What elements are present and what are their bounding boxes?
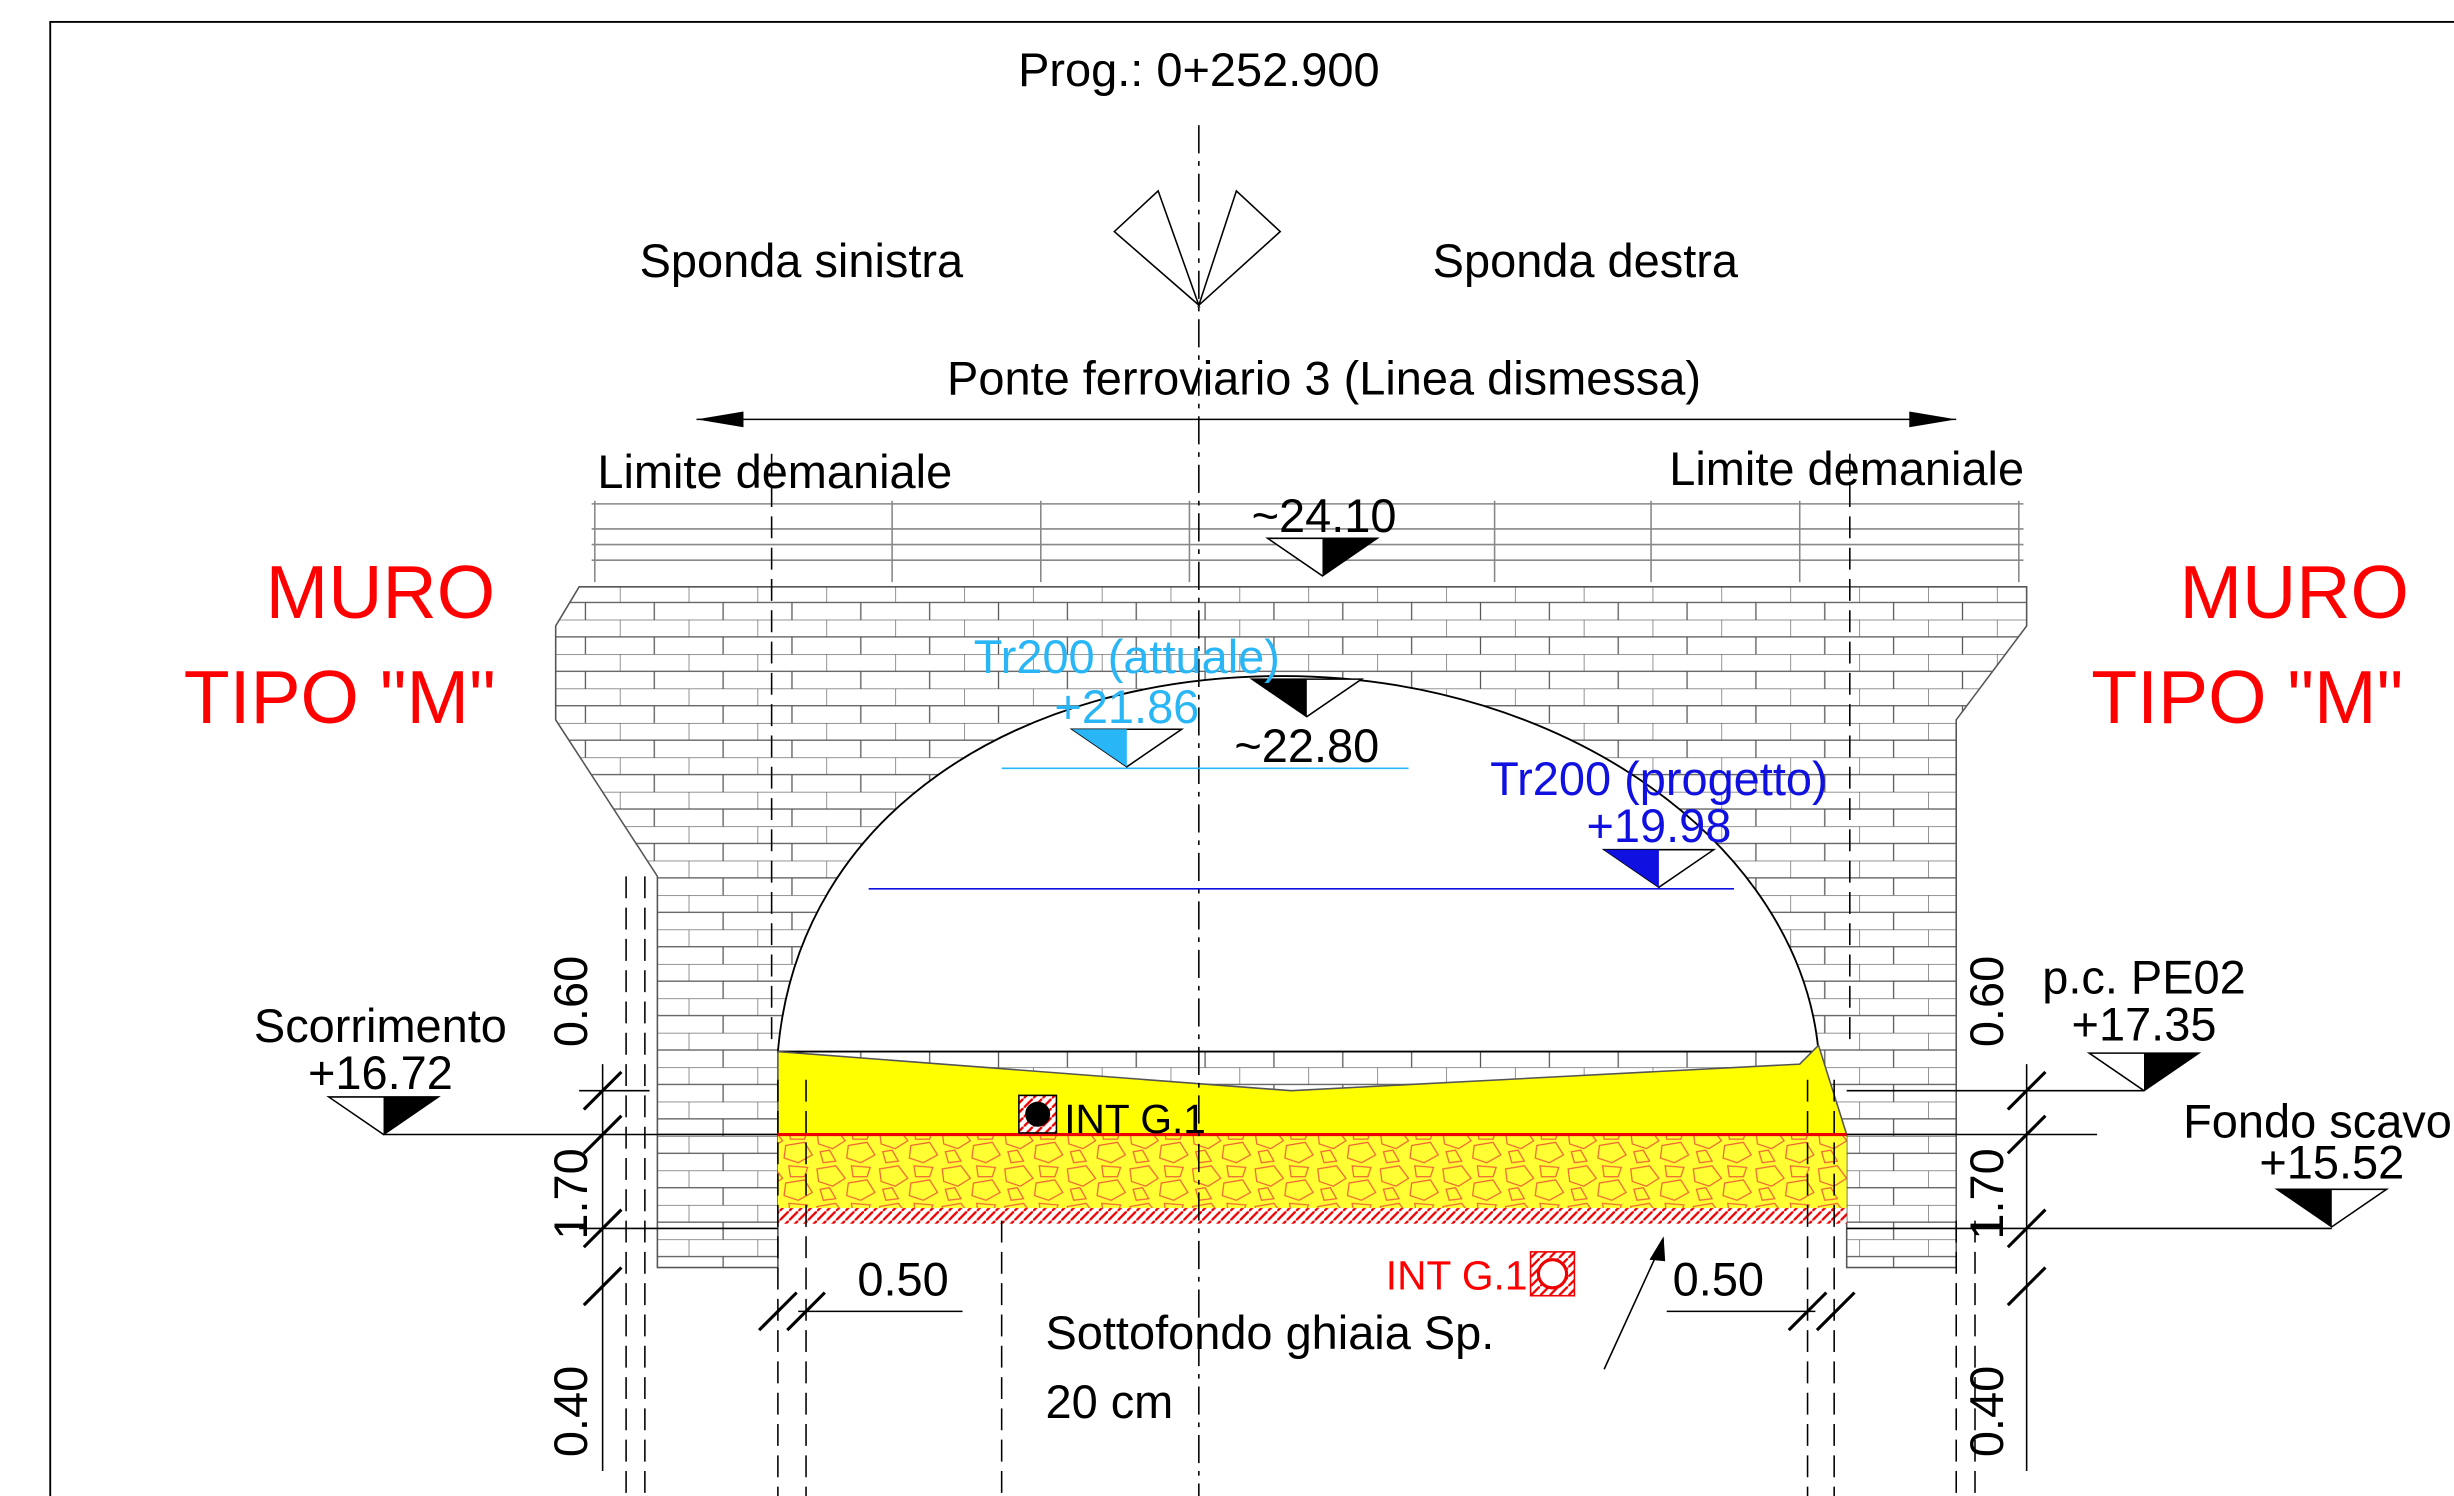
level-symbol-fill xyxy=(2277,1189,2332,1227)
level-label: Fondo scavo xyxy=(2183,1096,2452,1148)
arch xyxy=(776,675,1820,1053)
dimension: 0.50 xyxy=(857,1254,948,1306)
level-label: Tr200 (attuale) xyxy=(974,631,1280,683)
level-label: p.c. PE02 xyxy=(2042,952,2246,1004)
level-value: +21.86 xyxy=(1054,681,1199,733)
level-label: Scorrimento xyxy=(254,1000,507,1052)
dimension: 0.40 xyxy=(1961,1366,2013,1457)
note: Sottofondo ghiaia Sp. xyxy=(1045,1307,1494,1359)
marker-icon xyxy=(1536,1258,1569,1290)
arrow-head xyxy=(696,411,744,428)
flow-symbol xyxy=(1113,189,1282,308)
dimension: 1.70 xyxy=(545,1148,597,1239)
level-value: +17.35 xyxy=(2072,999,2217,1051)
level-value: +16.72 xyxy=(308,1047,453,1099)
ref-lines xyxy=(383,1089,2332,1313)
gravel-base xyxy=(777,1208,1847,1224)
marker-icon xyxy=(1025,1101,1051,1127)
dim-lines xyxy=(601,1064,2028,1471)
wall-label: MURO xyxy=(2179,550,2408,634)
masonry-base xyxy=(656,1133,779,1269)
marker-label: INT G.1 xyxy=(1064,1096,1206,1142)
arrow-head xyxy=(1909,411,1957,428)
wall-label: TIPO "M" xyxy=(2091,655,2403,739)
wall-label: MURO xyxy=(266,550,495,634)
bridge-name: Ponte ferroviario 3 (Linea dismessa) xyxy=(947,352,1701,404)
level-label: Tr200 (progetto) xyxy=(1490,753,1827,805)
note: 20 cm xyxy=(1045,1376,1173,1428)
elevation: ~24.10 xyxy=(1252,490,1397,542)
gravel-layer xyxy=(777,1134,1847,1209)
marker-label: INT G.1 xyxy=(1386,1252,1528,1298)
dimension: 1.70 xyxy=(1961,1148,2013,1239)
level-value: +15.52 xyxy=(2259,1136,2404,1188)
leader-arrow xyxy=(1649,1236,1666,1262)
limit-label: Limite demaniale xyxy=(1669,443,2024,495)
dimension: 0.60 xyxy=(1961,956,2013,1047)
frame xyxy=(49,20,2454,1496)
level-symbol-fill xyxy=(1604,849,1659,888)
masonry-base xyxy=(1845,1133,1958,1269)
railing xyxy=(591,500,2024,583)
bank-label: Sponda sinistra xyxy=(640,235,964,287)
title: Prog.: 0+252.900 xyxy=(1018,44,1379,96)
leader xyxy=(1603,1239,1665,1370)
level-value: +19.98 xyxy=(1586,800,1731,852)
guide-lines xyxy=(625,453,1976,1496)
dimension: 0.60 xyxy=(545,956,597,1047)
limit-label: Limite demaniale xyxy=(597,446,952,498)
bank-label: Sponda destra xyxy=(1433,235,1739,287)
elevation: ~22.80 xyxy=(1234,720,1379,772)
dimension: 0.50 xyxy=(1673,1254,1764,1306)
dim-ticks xyxy=(582,1070,2047,1332)
dimension: 0.40 xyxy=(545,1366,597,1457)
wall-label: TIPO "M" xyxy=(184,655,496,739)
